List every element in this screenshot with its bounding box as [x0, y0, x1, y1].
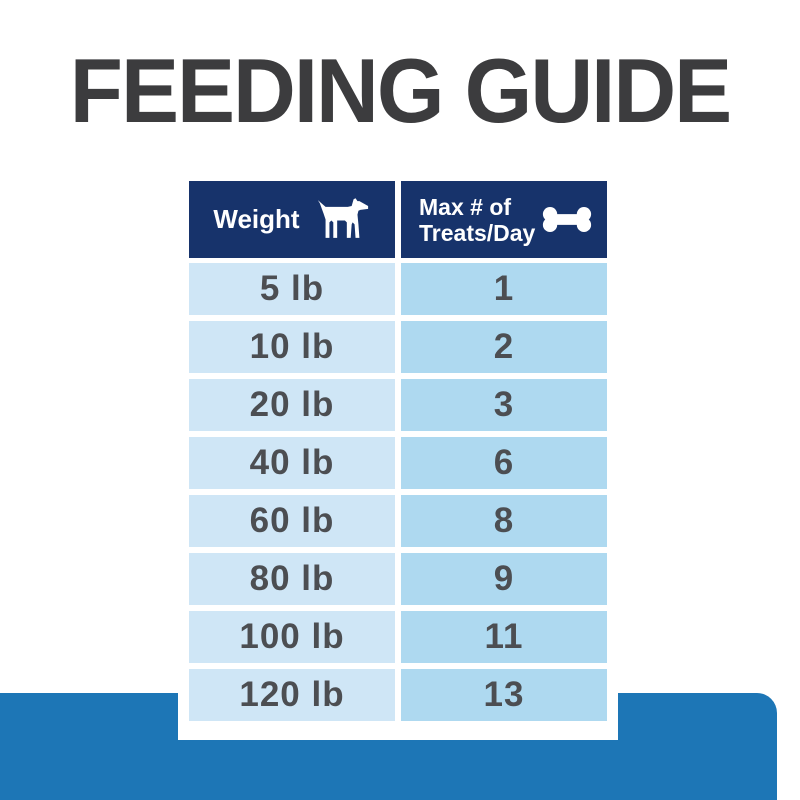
- weight-cell: 20 lb: [189, 379, 395, 431]
- header-cell-weight: Weight: [189, 181, 395, 258]
- table-row: 10 lb 2: [189, 321, 607, 373]
- treats-cell: 13: [401, 669, 607, 721]
- feeding-table: Weight Max # of Treats/Day: [189, 181, 607, 727]
- weight-cell: 100 lb: [189, 611, 395, 663]
- table-row: 40 lb 6: [189, 437, 607, 489]
- treats-cell: 2: [401, 321, 607, 373]
- treats-cell: 6: [401, 437, 607, 489]
- treats-cell: 8: [401, 495, 607, 547]
- table-row: 100 lb 11: [189, 611, 607, 663]
- treats-column-label: Max # of Treats/Day: [419, 193, 536, 246]
- feeding-table-card: Weight Max # of Treats/Day: [178, 170, 618, 740]
- weight-cell: 5 lb: [189, 263, 395, 315]
- table-row: 60 lb 8: [189, 495, 607, 547]
- table-row: 80 lb 9: [189, 553, 607, 605]
- weight-column-label: Weight: [213, 204, 300, 234]
- weight-cell: 10 lb: [189, 321, 395, 373]
- bone-icon: [542, 205, 592, 234]
- weight-cell: 80 lb: [189, 553, 395, 605]
- weight-cell: 60 lb: [189, 495, 395, 547]
- dog-icon: [313, 198, 371, 241]
- treats-cell: 9: [401, 553, 607, 605]
- treats-cell: 1: [401, 263, 607, 315]
- treats-cell: 3: [401, 379, 607, 431]
- header-cell-treats: Max # of Treats/Day: [401, 181, 607, 258]
- page-title: FEEDING GUIDE: [69, 41, 732, 142]
- table-row: 120 lb 13: [189, 669, 607, 721]
- table-row: 5 lb 1: [189, 263, 607, 315]
- weight-cell: 120 lb: [189, 669, 395, 721]
- treats-cell: 11: [401, 611, 607, 663]
- table-row: 20 lb 3: [189, 379, 607, 431]
- table-header-row: Weight Max # of Treats/Day: [189, 181, 607, 258]
- weight-cell: 40 lb: [189, 437, 395, 489]
